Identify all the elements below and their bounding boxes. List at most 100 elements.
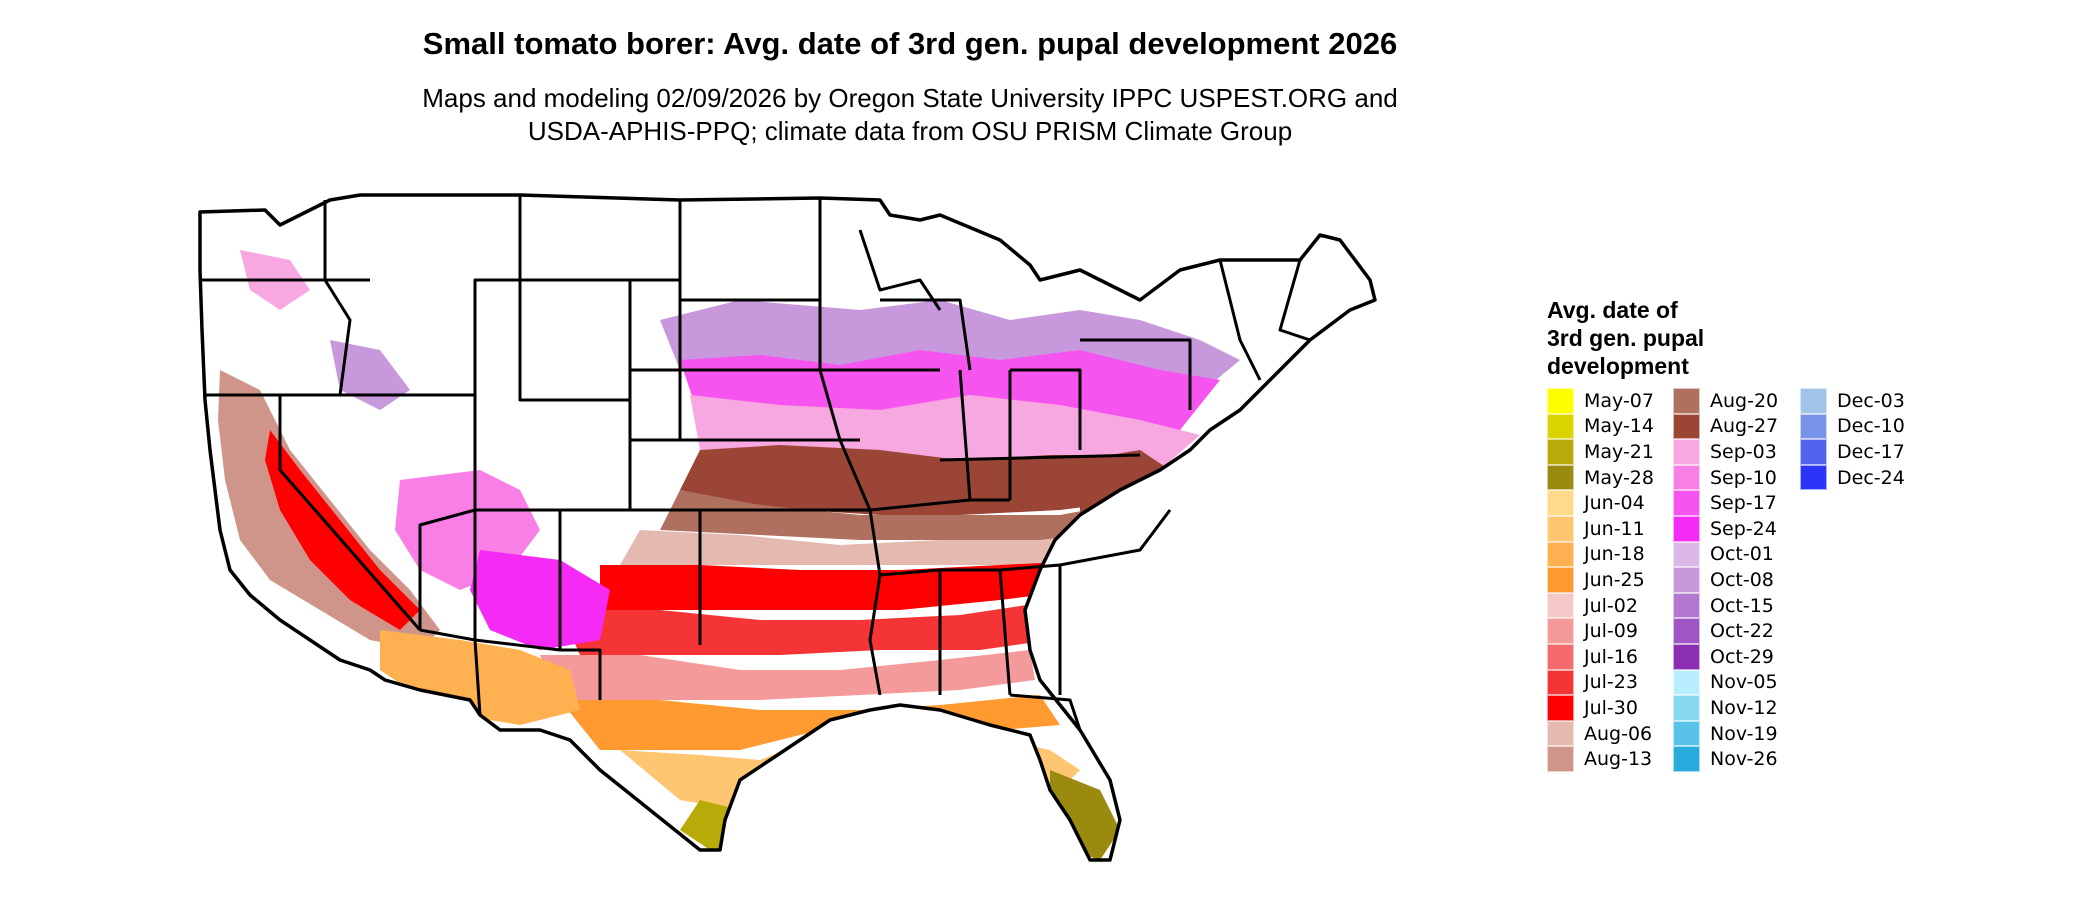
legend-swatch: [1547, 388, 1574, 414]
legend-item: Aug-13: [1547, 746, 1654, 772]
legend-swatch: [1673, 388, 1700, 414]
legend-swatch: [1547, 490, 1574, 516]
great-lakes-shore: [858, 229, 942, 311]
mt-id-wy: [473, 195, 522, 395]
legend-swatch: [1800, 439, 1827, 465]
legend-column-1: May-07 May-14 May-21 May-28 Jun-04 Jun-11 Jun-…: [1547, 388, 1654, 772]
legend-label: Aug-06: [1584, 722, 1653, 745]
legend-label: Sep-24: [1710, 517, 1777, 540]
legend-label: Oct-08: [1710, 568, 1774, 591]
legend-item: Sep-24: [1673, 515, 1778, 542]
legend-swatch: [1547, 618, 1574, 644]
legend-label: Jun-04: [1584, 492, 1645, 515]
legend-swatch: [1673, 515, 1700, 542]
legend-label: May-28: [1584, 466, 1654, 489]
legend-swatch: [1547, 413, 1574, 440]
legend-item: Jul-16: [1547, 643, 1654, 670]
maine: [1278, 259, 1311, 342]
band-jul-23: [560, 600, 1060, 655]
legend-item: Nov-19: [1673, 720, 1778, 747]
legend-item: Nov-05: [1673, 669, 1778, 696]
legend-label: Jul-16: [1584, 645, 1638, 668]
il-in: [958, 369, 972, 501]
legend-swatch: [1800, 388, 1827, 414]
legend-item: May-07: [1547, 388, 1654, 414]
legend-title-line-3: development: [1547, 353, 1689, 379]
legend-label: Jul-09: [1584, 620, 1638, 643]
legend-swatch: [1547, 515, 1574, 542]
subtitle-line-1: Maps and modeling 02/09/2026 by Oregon S…: [422, 83, 1398, 113]
legend-swatch: [1673, 695, 1700, 721]
ga-sc-nc: [1059, 509, 1172, 567]
legend-label: Jun-18: [1584, 543, 1645, 566]
legend-item: Jun-18: [1547, 541, 1654, 568]
legend-swatch: [1673, 464, 1700, 491]
map-subtitle: Maps and modeling 02/09/2026 by Oregon S…: [160, 82, 1660, 148]
legend-label: May-21: [1584, 440, 1654, 463]
legend-label: May-07: [1584, 389, 1654, 412]
band-west-jul-30: [265, 430, 420, 630]
legend-item: Dec-17: [1800, 439, 1905, 465]
legend-label: Aug-27: [1710, 415, 1779, 438]
legend-column-2: Aug-20 Aug-27 Sep-03 Sep-10 Sep-17 Sep-24 Oct-…: [1673, 388, 1778, 772]
la-west: [868, 574, 882, 696]
legend-swatch: [1547, 464, 1574, 491]
map-title: Small tomato borer: Avg. date of 3rd gen…: [422, 26, 1398, 61]
legend-label: Aug-13: [1584, 748, 1653, 771]
legend-label: Jun-11: [1584, 517, 1645, 540]
legend-item: Jul-30: [1547, 695, 1654, 721]
legend-item: Aug-06: [1547, 720, 1654, 747]
legend-item: Aug-20: [1673, 388, 1778, 414]
legend-label: Nov-19: [1710, 722, 1778, 745]
band-jul-09: [540, 650, 1035, 700]
legend-item: Sep-17: [1673, 490, 1778, 516]
legend-item: Jun-25: [1547, 567, 1654, 593]
legend-item: Dec-10: [1800, 413, 1905, 440]
legend-swatch: [1673, 592, 1700, 619]
legend-swatch: [1800, 413, 1827, 440]
legend-swatch: [1547, 669, 1574, 696]
band-jul-30: [600, 560, 1100, 610]
legend-item: May-28: [1547, 464, 1654, 491]
ga-fl: [1009, 693, 1082, 731]
legend-swatch: [1673, 643, 1700, 670]
wi-il: [880, 298, 972, 371]
id-west-border: [323, 200, 352, 396]
legend-item: May-14: [1547, 413, 1654, 440]
legend-item: Oct-15: [1673, 592, 1778, 619]
band-id-oct-08: [330, 340, 410, 410]
legend-label: Dec-10: [1837, 415, 1905, 438]
subtitle-line-2: USDA-APHIS-PPQ; climate data from OSU PR…: [527, 116, 1293, 146]
nm-west: [558, 510, 602, 700]
ca-nv-border: [278, 395, 422, 631]
legend-label: Oct-22: [1710, 620, 1774, 643]
legend-item: Aug-27: [1673, 413, 1779, 440]
legend-swatch: [1547, 695, 1574, 721]
legend-swatch: [1800, 464, 1827, 491]
legend-item: Oct-22: [1673, 618, 1778, 644]
legend-label: Sep-03: [1710, 440, 1777, 463]
ky-tn-va: [939, 453, 1141, 462]
legend-item: Jul-02: [1547, 592, 1654, 619]
legend-label: Jun-25: [1584, 568, 1645, 591]
legend-item: Jun-11: [1547, 515, 1654, 542]
legend-label: Jul-02: [1584, 594, 1638, 617]
legend-label: Oct-29: [1710, 645, 1774, 668]
mn-ia-mo-west: [818, 198, 872, 511]
band-aug-06: [620, 530, 1120, 565]
new-england: [1218, 259, 1262, 381]
legend-swatch: [1547, 439, 1574, 465]
legend-label: Nov-05: [1710, 671, 1778, 694]
legend-label: Jul-30: [1584, 696, 1638, 719]
band-ut-sep-24: [470, 550, 610, 650]
legend-swatch: [1673, 439, 1700, 465]
legend-title-line-2: 3rd gen. pupal: [1547, 325, 1705, 351]
legend-item: Jun-04: [1547, 490, 1654, 516]
legend-label: Jul-23: [1584, 671, 1638, 694]
legend-item: Nov-26: [1673, 746, 1778, 772]
nv-az-border: [418, 508, 476, 630]
legend-item: May-21: [1547, 439, 1654, 465]
band-az-jun-18: [380, 630, 580, 725]
band-mid-atlantic: [1080, 450, 1170, 550]
legend-item: Jul-23: [1547, 669, 1654, 696]
